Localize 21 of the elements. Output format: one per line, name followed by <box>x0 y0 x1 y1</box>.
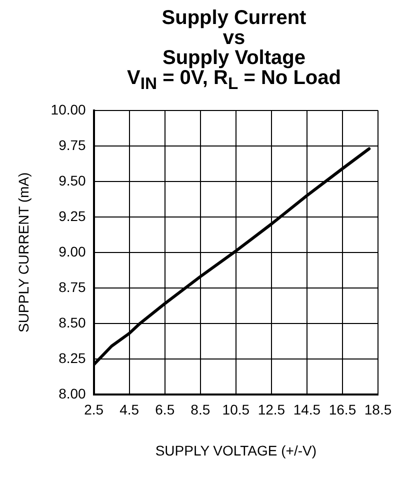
chart-title: Supply Current vs Supply Voltage V$_{IN}$ = 0V, R$_{L}$ = No Load <box>126 7 342 94</box>
x-tick-label: 2.5 <box>84 402 104 418</box>
y-tick-label: 10.00 <box>50 101 86 118</box>
x-tick-label: 16.5 <box>328 402 356 418</box>
x-tick-label: 8.5 <box>190 402 210 418</box>
x-tick-label: 12.5 <box>258 402 286 418</box>
x-tick-label: 6.5 <box>155 402 175 418</box>
x-axis-title: SUPPLY VOLTAGE (+/-V) <box>155 442 317 458</box>
y-tick-label: 9.00 <box>58 243 86 260</box>
x-tick-label: 10.5 <box>222 402 250 418</box>
y-tick-label: 9.50 <box>58 172 86 188</box>
y-tick-label: 8.00 <box>58 385 86 402</box>
y-tick-label: 8.25 <box>58 350 86 366</box>
x-tick-label: 14.5 <box>293 402 321 418</box>
y-tick-label: 8.75 <box>58 278 86 295</box>
x-tick-label: 18.5 <box>364 402 392 418</box>
y-tick-label: 9.75 <box>58 136 86 153</box>
y-axis-title: SUPPLY CURRENT (mA) <box>15 172 32 333</box>
x-tick-label: 4.5 <box>120 402 140 418</box>
y-tick-label: 8.50 <box>58 314 86 330</box>
y-tick-label: 9.25 <box>58 208 86 224</box>
